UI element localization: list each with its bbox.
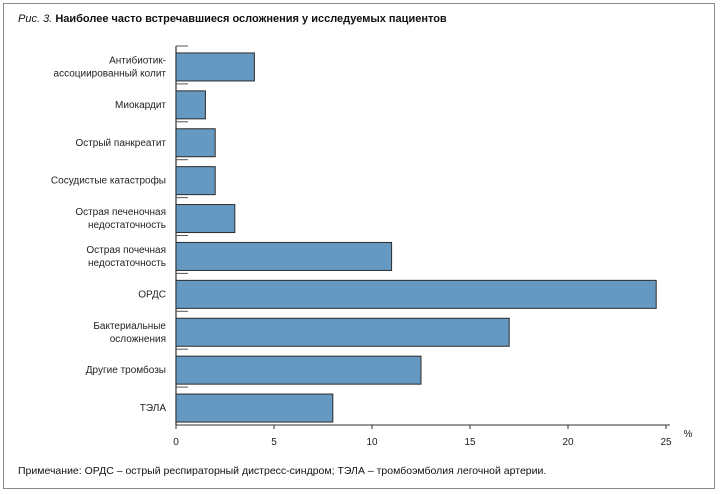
bar	[175, 355, 422, 385]
x-tick-label: 10	[366, 437, 378, 448]
chart-title: Рис. 3. Наиболее часто встречавшиеся осл…	[18, 13, 447, 25]
x-tick-label: 5	[271, 437, 277, 448]
category-label: недостаточность	[88, 258, 166, 269]
figure-label: Рис. 3.	[18, 13, 53, 25]
x-tick-label: 20	[562, 437, 574, 448]
bar	[175, 279, 657, 309]
category-label: Острая печеночная	[75, 207, 166, 218]
bar	[175, 52, 255, 82]
category-label: Острая почечная	[86, 245, 166, 256]
bar	[175, 241, 393, 271]
category-label: Бактериальные	[93, 321, 166, 332]
bar	[175, 128, 216, 158]
chart-note: Примечание: ОРДС – острый респираторный …	[18, 465, 547, 477]
category-label: ассоциированный колит	[54, 68, 167, 79]
category-label: Миокардит	[115, 100, 166, 111]
category-label: ОРДС	[138, 289, 166, 300]
category-label: Сосудистые катастрофы	[51, 175, 166, 187]
bar	[175, 166, 216, 196]
x-tick-label: 25	[660, 437, 672, 448]
category-label: недостаточность	[88, 220, 166, 231]
x-tick-label: 15	[464, 437, 476, 448]
bar	[175, 90, 206, 120]
bar	[175, 204, 236, 234]
category-label: осложнения	[110, 334, 166, 345]
x-axis-label: %	[684, 429, 693, 440]
figure-frame	[3, 3, 715, 489]
category-label: Другие тромбозы	[86, 364, 166, 376]
category-label: Острый панкреатит	[75, 138, 166, 149]
category-label: Антибиотик-	[109, 54, 166, 66]
chart-title-text: Наиболее часто встречавшиеся осложнения …	[55, 13, 447, 25]
bar	[175, 317, 510, 347]
category-label: ТЭЛА	[140, 403, 167, 414]
bar	[175, 393, 334, 423]
x-tick-label: 0	[173, 437, 179, 448]
